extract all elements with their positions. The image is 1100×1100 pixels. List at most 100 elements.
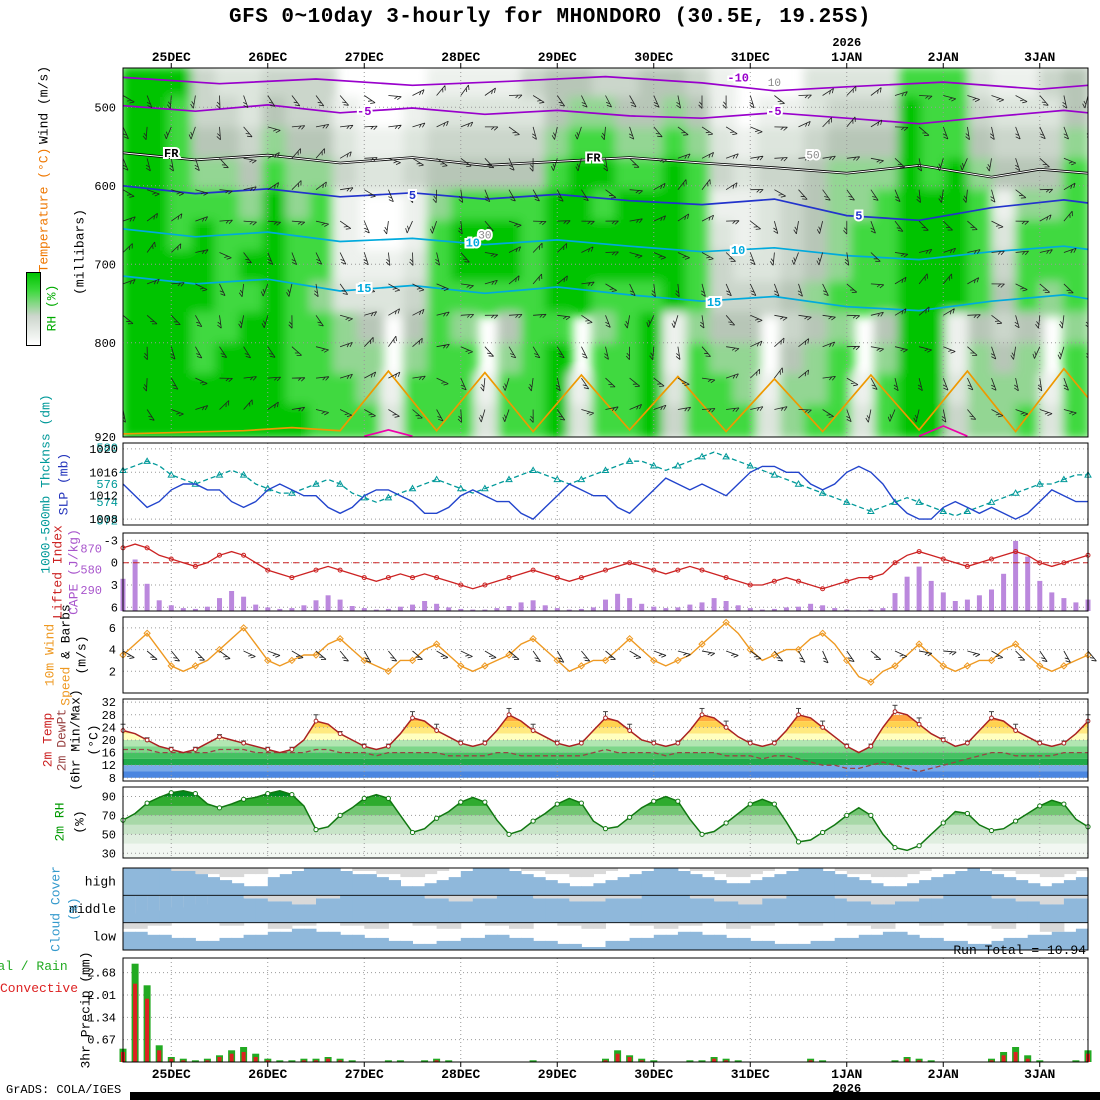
time-label-bottom: 31DEC xyxy=(731,1067,770,1082)
slp-tick: 1008 xyxy=(89,513,118,527)
wind-speed-tick: 2 xyxy=(109,665,116,679)
panel7-cloud-cover-axis-label: Cloud Cover xyxy=(48,866,64,952)
pressure-tick: 700 xyxy=(94,258,116,272)
time-label-top: 3JAN xyxy=(1024,50,1055,65)
pressure-tick: 500 xyxy=(94,101,116,115)
panel5-2m-dewpt-axis-label: 2m DewPt xyxy=(54,708,70,772)
panel4-barbs-label: & Barbs xyxy=(58,604,74,659)
precip-tick: 2.01 xyxy=(87,989,116,1003)
slp-tick: 1012 xyxy=(89,490,118,504)
contour-label: FR xyxy=(164,147,179,161)
grads-credit: GrADS: COLA/IGES xyxy=(6,1083,122,1097)
contour-label: 15 xyxy=(357,282,371,296)
panel4-10m-wind-axis-label: 10m Wind xyxy=(42,623,58,687)
lifted-index-tick: 3 xyxy=(111,579,118,593)
thickness-tick: 572 xyxy=(96,514,118,528)
thickness-tick: 576 xyxy=(96,478,118,492)
contour-label: -5 xyxy=(767,105,781,119)
precip-total-rain-label: Total / Rain xyxy=(0,959,68,974)
pressure-tick: 600 xyxy=(94,180,116,194)
rh-contour-label: 10 xyxy=(768,78,781,90)
rh-contour-label: 50 xyxy=(806,150,819,162)
time-label-top: 25DEC xyxy=(152,50,191,65)
time-label-top: 26DEC xyxy=(248,50,287,65)
panel5-celsius-axis-label: (°C) xyxy=(86,724,102,756)
contour-label: 10 xyxy=(466,236,480,250)
wind-speed-tick: 6 xyxy=(109,622,116,636)
panel1-rh-axis-label: RH (%) xyxy=(44,284,60,332)
rh-contour-label: 30 xyxy=(478,230,491,242)
precip-tick: 0.67 xyxy=(87,1034,116,1048)
pressure-tick: 920 xyxy=(94,431,116,445)
upper-air-wind-barbs xyxy=(123,84,1088,423)
rh-tick: 70 xyxy=(102,809,116,823)
time-label-bottom: 26DEC xyxy=(248,1067,287,1082)
year-label-top: 2026 xyxy=(832,36,861,50)
time-label-bottom: 1JAN xyxy=(831,1067,862,1082)
contour-label: 5 xyxy=(409,189,416,203)
time-label-bottom: 30DEC xyxy=(634,1067,673,1082)
precip-tick: 2.68 xyxy=(87,967,116,981)
time-label-top: 29DEC xyxy=(538,50,577,65)
temp-tick: 8 xyxy=(109,772,116,786)
time-label-bottom: 25DEC xyxy=(152,1067,191,1082)
rh-tick: 50 xyxy=(102,828,116,842)
panel1-millibars-axis-label: (millibars) xyxy=(72,209,88,295)
cape-tick: 870 xyxy=(80,543,102,557)
panel5-minmax-axis-label: (6hr Min/Max) xyxy=(68,689,84,791)
contour-label: 5 xyxy=(855,210,862,224)
lifted-index-tick: -3 xyxy=(104,534,118,548)
temp-tick: 12 xyxy=(102,759,116,773)
temp-tick: 16 xyxy=(102,747,116,761)
time-label-top: 30DEC xyxy=(634,50,673,65)
run-total: Run Total = 10.94 xyxy=(953,943,1086,958)
bottom-bar xyxy=(130,1092,1100,1100)
rh-tick: 30 xyxy=(102,847,116,861)
rh-colorbar xyxy=(26,272,41,346)
panel6-2m-rh-axis-label: 2m RH xyxy=(52,802,68,842)
thickness-tick: 574 xyxy=(96,496,118,510)
time-label-top: 28DEC xyxy=(441,50,480,65)
temp-tick: 28 xyxy=(102,709,116,723)
contour-label: -10 xyxy=(727,71,749,85)
panel2-slp-axis-label: SLP (mb) xyxy=(56,452,72,516)
page-title: GFS 0~10day 3-hourly for MHONDORO (30.5E… xyxy=(228,6,871,29)
time-label-bottom: 28DEC xyxy=(441,1067,480,1082)
cape-tick: 580 xyxy=(80,563,102,577)
temp-tick: 20 xyxy=(102,734,116,748)
cloud-row-label: low xyxy=(93,929,117,944)
temp-tick: 24 xyxy=(102,721,116,735)
panel6-percent-axis-label: (%) xyxy=(72,810,88,834)
cloud-row-label: high xyxy=(85,875,116,890)
upper-air-contours xyxy=(123,75,1088,437)
time-label-top: 31DEC xyxy=(731,50,770,65)
pressure-tick: 800 xyxy=(94,337,116,351)
time-label-bottom: 29DEC xyxy=(538,1067,577,1082)
slp-tick: 1016 xyxy=(89,466,118,480)
panel5-2m-temp-axis-label: 2m Temp xyxy=(40,712,56,768)
cape-tick: 290 xyxy=(80,584,102,598)
cloud-row-label: middle xyxy=(69,902,116,917)
thickness-tick: 580 xyxy=(96,442,118,456)
slp-tick: 1020 xyxy=(89,443,118,457)
contour-label: 15 xyxy=(707,296,721,310)
precip-convective-label: Convective xyxy=(0,981,79,996)
time-label-top: 1JAN xyxy=(831,50,862,65)
panel4-ms-axis-label: (m/s) xyxy=(74,635,90,675)
time-label-top: 2JAN xyxy=(928,50,959,65)
temp-tick: 32 xyxy=(102,696,116,710)
time-label-bottom: 27DEC xyxy=(345,1067,384,1082)
lifted-index-tick: 0 xyxy=(111,557,118,571)
wind-speed-tick: 4 xyxy=(109,644,116,658)
panel7-percent-axis-label: (%) xyxy=(66,897,82,921)
precip-tick: 1.34 xyxy=(87,1011,116,1025)
contour-label: -5 xyxy=(357,105,371,119)
panel3-cape-axis-label: CAPE (J/kg) xyxy=(66,529,82,615)
time-label-bottom: 3JAN xyxy=(1024,1067,1055,1082)
contour-label: FR xyxy=(586,152,601,166)
panel8-precip-axis-label: 3hr Precip (mm) xyxy=(78,951,94,1069)
panel1-temperature-axis-label: Temperature (°C) xyxy=(36,147,52,273)
contour-label: 10 xyxy=(731,244,745,258)
